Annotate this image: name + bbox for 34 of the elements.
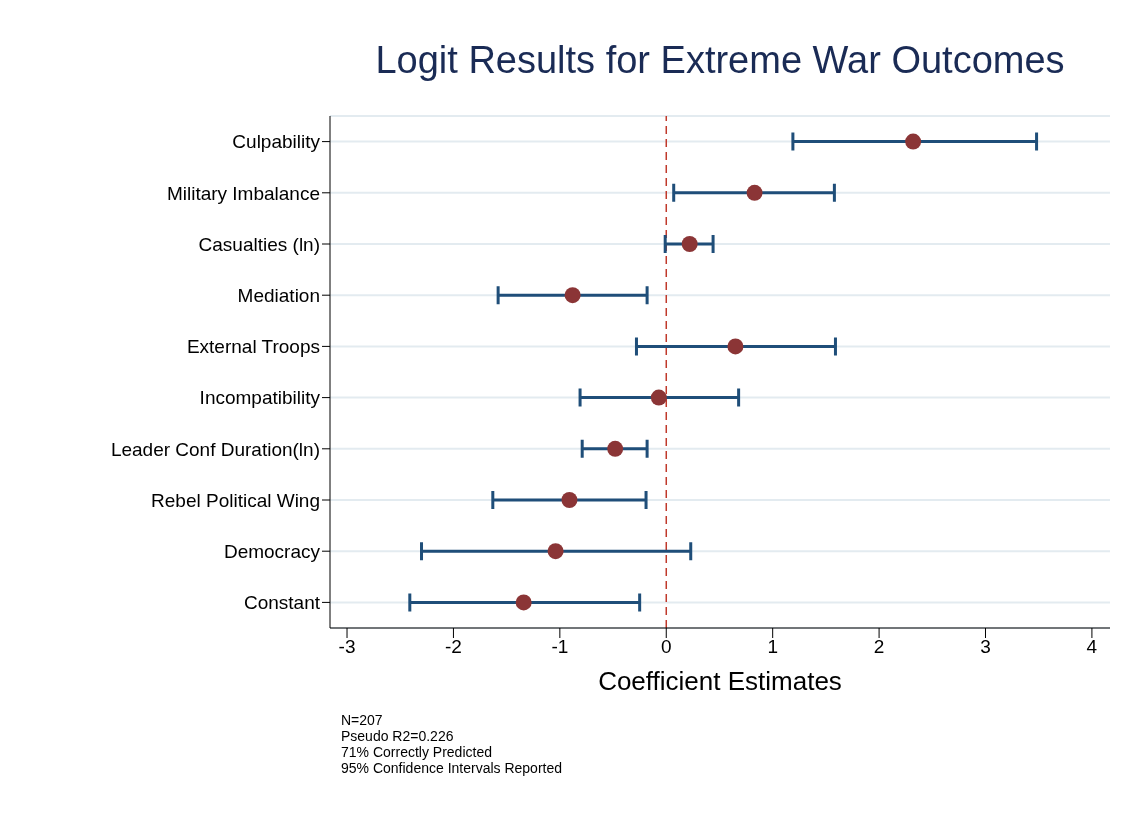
point — [905, 133, 922, 150]
x-tick-label: -2 — [444, 636, 462, 658]
x-tick-label: 1 — [767, 636, 778, 658]
point — [607, 440, 624, 457]
x-tick-label: -1 — [551, 636, 569, 658]
point — [681, 236, 698, 252]
point — [515, 594, 532, 611]
text: 95% Confidence Intervals Reported — [341, 760, 564, 776]
text: 71% Correctly Predicted — [341, 744, 493, 760]
y-tick-label: Mediation — [237, 284, 320, 306]
y-tick-label: External Troops — [186, 336, 320, 358]
text: Pseudo R2=0.226 — [341, 728, 455, 744]
x-tick-label: -3 — [338, 636, 356, 658]
y-tick-label: Rebel Political Wing — [151, 489, 320, 511]
point — [547, 543, 564, 560]
point — [650, 389, 667, 406]
point — [564, 287, 581, 304]
chart-title: Logit Results for Extreme War Outcomes — [374, 38, 1066, 83]
y-tick-label: Leader Conf Duration(ln) — [110, 438, 320, 460]
x-tick-label: 4 — [1086, 636, 1098, 658]
y-tick-label: Constant — [243, 592, 321, 614]
point — [727, 338, 744, 355]
y-tick-label: Culpability — [232, 131, 321, 153]
point — [561, 492, 578, 508]
x-axis-title: Coefficient Estimates — [598, 666, 842, 696]
x-tick-label: 2 — [873, 636, 885, 658]
y-tick-label: Casualties (ln) — [198, 233, 320, 255]
y-tick-label: Democracy — [223, 540, 321, 562]
y-tick-label: Military Imbalance — [166, 182, 320, 204]
point — [746, 184, 763, 201]
text: N=207 — [341, 712, 384, 728]
x-tick-label: 3 — [980, 636, 991, 658]
x-tick-label: 0 — [660, 636, 672, 658]
y-tick-label: Incompatibility — [199, 387, 321, 409]
